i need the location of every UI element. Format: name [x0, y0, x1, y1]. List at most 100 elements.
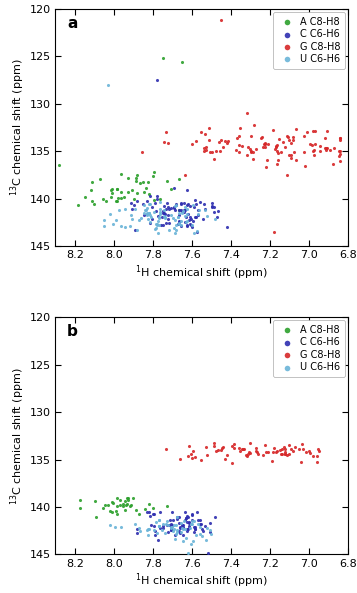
G C8-H8 [224, 138, 230, 148]
A C8-H8 [144, 183, 149, 192]
A C8-H8 [146, 189, 151, 199]
C C6-H6 [168, 521, 174, 531]
G C8-H8 [291, 147, 297, 157]
U C6-H6 [180, 524, 185, 533]
C C6-H6 [163, 205, 169, 214]
G C8-H8 [218, 135, 223, 144]
G C8-H8 [271, 443, 277, 452]
U C6-H6 [111, 219, 116, 229]
U C6-H6 [141, 208, 146, 218]
C C6-H6 [187, 201, 193, 211]
U C6-H6 [162, 213, 168, 222]
C C6-H6 [185, 527, 190, 536]
C C6-H6 [132, 225, 138, 234]
G C8-H8 [330, 159, 336, 168]
A C8-H8 [150, 171, 156, 181]
U C6-H6 [141, 200, 147, 209]
G C8-H8 [260, 450, 266, 460]
U C6-H6 [187, 523, 193, 533]
G C8-H8 [271, 227, 277, 237]
G C8-H8 [203, 142, 209, 152]
C C6-H6 [161, 524, 166, 533]
C C6-H6 [191, 522, 196, 532]
A C8-H8 [109, 497, 115, 506]
U C6-H6 [174, 527, 180, 537]
G C8-H8 [337, 149, 343, 158]
U C6-H6 [159, 525, 164, 535]
G C8-H8 [188, 449, 193, 458]
G C8-H8 [225, 136, 231, 146]
G C8-H8 [211, 154, 217, 164]
C C6-H6 [182, 205, 188, 214]
U C6-H6 [166, 225, 172, 235]
A C8-H8 [168, 184, 174, 194]
C C6-H6 [192, 524, 198, 534]
G C8-H8 [248, 146, 254, 155]
A C8-H8 [114, 184, 120, 194]
U C6-H6 [151, 207, 156, 216]
A C8-H8 [117, 495, 123, 505]
U C6-H6 [134, 225, 140, 234]
G C8-H8 [209, 147, 215, 157]
C C6-H6 [157, 508, 163, 517]
G C8-H8 [312, 127, 317, 136]
G C8-H8 [222, 455, 228, 464]
G C8-H8 [198, 455, 204, 464]
C C6-H6 [211, 202, 217, 212]
G C8-H8 [247, 448, 253, 458]
G C8-H8 [246, 447, 252, 457]
C C6-H6 [183, 513, 188, 522]
C C6-H6 [168, 203, 174, 213]
C C6-H6 [169, 519, 174, 529]
A C8-H8 [77, 503, 83, 513]
C C6-H6 [181, 521, 186, 530]
G C8-H8 [265, 447, 271, 457]
G C8-H8 [236, 444, 242, 453]
U C6-H6 [197, 530, 203, 539]
C C6-H6 [147, 192, 153, 201]
U C6-H6 [181, 524, 186, 533]
G C8-H8 [233, 145, 239, 155]
G C8-H8 [278, 147, 284, 157]
G C8-H8 [186, 441, 192, 451]
U C6-H6 [136, 215, 142, 224]
C C6-H6 [190, 222, 195, 231]
A C8-H8 [133, 506, 139, 515]
G C8-H8 [286, 132, 291, 142]
C C6-H6 [161, 201, 167, 211]
G C8-H8 [282, 449, 287, 459]
A C8-H8 [109, 193, 114, 202]
U C6-H6 [145, 530, 151, 539]
G C8-H8 [286, 150, 292, 160]
U C6-H6 [190, 200, 196, 210]
U C6-H6 [132, 204, 138, 213]
G C8-H8 [263, 162, 269, 172]
G C8-H8 [247, 144, 253, 154]
C C6-H6 [160, 220, 166, 229]
G C8-H8 [189, 454, 195, 463]
C C6-H6 [146, 507, 152, 517]
C C6-H6 [157, 524, 162, 533]
G C8-H8 [301, 132, 307, 141]
U C6-H6 [173, 200, 178, 210]
A C8-H8 [151, 195, 157, 205]
C C6-H6 [176, 216, 182, 225]
G C8-H8 [274, 160, 280, 169]
G C8-H8 [236, 132, 242, 141]
C C6-H6 [182, 217, 188, 227]
G C8-H8 [231, 444, 237, 453]
C C6-H6 [209, 203, 215, 212]
G C8-H8 [213, 146, 219, 155]
U C6-H6 [101, 215, 107, 224]
C C6-H6 [150, 509, 155, 518]
G C8-H8 [262, 139, 267, 148]
C C6-H6 [205, 548, 210, 557]
C C6-H6 [165, 210, 170, 219]
U C6-H6 [182, 202, 188, 212]
A C8-H8 [120, 500, 126, 509]
A C8-H8 [125, 493, 130, 502]
C C6-H6 [149, 203, 155, 212]
G C8-H8 [250, 147, 256, 157]
C C6-H6 [172, 530, 178, 540]
C C6-H6 [181, 205, 186, 215]
